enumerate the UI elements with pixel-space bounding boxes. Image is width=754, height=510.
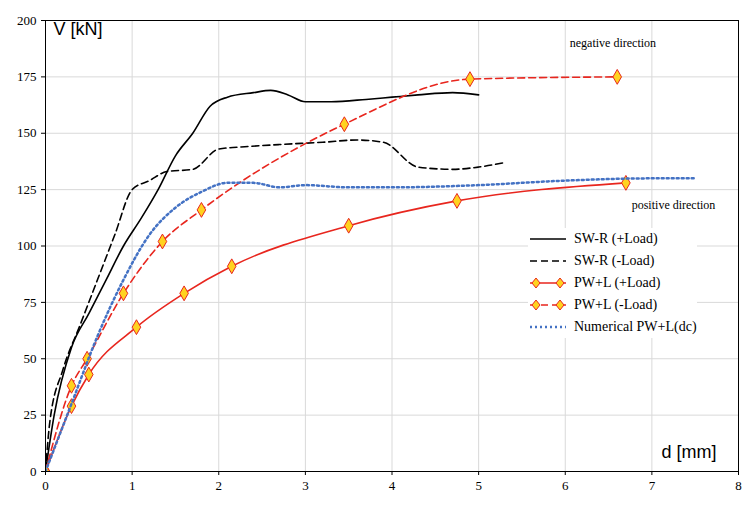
svg-text:V [kN]: V [kN] (54, 19, 103, 39)
svg-text:25: 25 (24, 407, 37, 422)
svg-text:4: 4 (389, 478, 396, 493)
html-text:PW+L (-Load): PW+L (-Load) (574, 297, 658, 312)
html-text:SW-R (+Load): SW-R (+Load) (574, 231, 658, 246)
svg-text:150: 150 (17, 125, 37, 140)
svg-text:100: 100 (17, 238, 37, 253)
svg-text:1: 1 (129, 478, 136, 493)
html-text:Numerical PW+L(dc): Numerical PW+L(dc) (574, 319, 697, 334)
svg-text:negative direction: negative direction (570, 36, 656, 50)
svg-text:0: 0 (42, 478, 49, 493)
svg-text:125: 125 (17, 182, 37, 197)
svg-text:75: 75 (24, 295, 37, 310)
html-text:PW+L (+Load): PW+L (+Load) (574, 275, 661, 290)
svg-text:200: 200 (17, 13, 37, 28)
svg-text:d [mm]: d [mm] (661, 442, 716, 462)
svg-text:positive direction: positive direction (632, 198, 716, 212)
svg-text:175: 175 (17, 69, 37, 84)
svg-text:0: 0 (30, 464, 37, 479)
svg-text:3: 3 (302, 478, 309, 493)
svg-text:2: 2 (216, 478, 223, 493)
svg-text:50: 50 (24, 351, 37, 366)
svg-text:5: 5 (475, 478, 482, 493)
svg-text:8: 8 (735, 478, 742, 493)
svg-text:7: 7 (649, 478, 656, 493)
html-text:SW-R (-Load): SW-R (-Load) (574, 253, 655, 268)
svg-text:6: 6 (562, 478, 569, 493)
